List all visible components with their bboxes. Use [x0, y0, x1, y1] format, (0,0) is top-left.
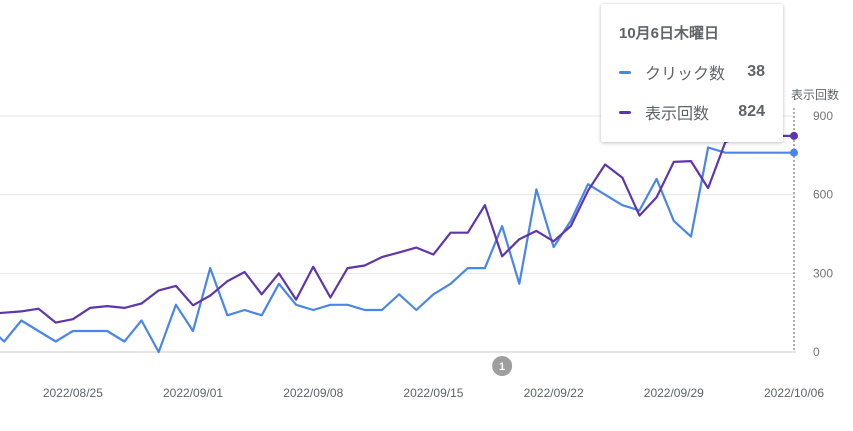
hover-indicator [790, 108, 798, 352]
tooltip-clicks-value: 38 [747, 63, 765, 80]
tooltip-impressions-label: 表示回数 [645, 106, 710, 123]
clicks-hover-point [790, 148, 798, 157]
y-axis-labels: 0 300 600 900 表示回数 [791, 87, 839, 359]
grid-lines [0, 115, 796, 353]
y-tick-0: 0 [813, 345, 820, 359]
y-tick-900: 900 [813, 109, 833, 123]
impressions-hover-point [790, 131, 798, 140]
impressions-series-line [0, 134, 794, 324]
y-tick-600: 600 [813, 188, 833, 202]
series-lines [0, 134, 794, 354]
x-tick-label: 2022/09/15 [403, 386, 463, 400]
annotation-marker[interactable]: 1 [492, 356, 513, 376]
x-axis-labels: 2022/08/25 2022/09/01 2022/09/08 2022/09/15… [43, 386, 825, 400]
tooltip-date: 10月6日木曜日 [619, 25, 720, 42]
annotation-label: 1 [499, 361, 505, 373]
data-tooltip: 10月6日木曜日 クリック数 38 表示回数 824 [601, 4, 783, 142]
x-tick-label: 2022/10/06 [764, 386, 824, 400]
tooltip-row-impressions: 表示回数 824 [619, 101, 765, 123]
impressions-legend-swatch [619, 110, 631, 114]
y-axis-title: 表示回数 [791, 87, 839, 102]
clicks-legend-swatch [619, 70, 631, 74]
tooltip-impressions-value: 824 [738, 103, 765, 120]
x-tick-label: 2022/09/29 [644, 386, 704, 400]
x-tick-label: 2022/09/01 [163, 386, 223, 400]
x-tick-label: 2022/09/22 [524, 386, 584, 400]
annotation-circle [492, 356, 513, 376]
tooltip-row-clicks: クリック数 38 [619, 61, 765, 83]
x-tick-label: 2022/08/25 [43, 386, 103, 400]
x-tick-label: 2022/09/08 [283, 386, 343, 400]
clicks-series-line [0, 146, 794, 354]
tooltip-clicks-label: クリック数 [645, 66, 726, 83]
y-tick-300: 300 [813, 266, 833, 280]
